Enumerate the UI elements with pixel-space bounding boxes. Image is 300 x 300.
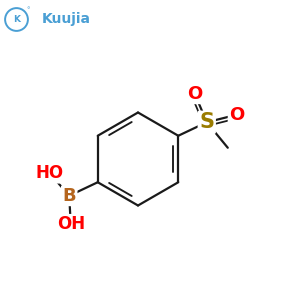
- Text: B: B: [62, 187, 76, 205]
- Text: OH: OH: [57, 215, 85, 233]
- Text: O: O: [229, 106, 244, 124]
- Text: K: K: [13, 15, 20, 24]
- Text: O: O: [187, 85, 202, 103]
- Text: HO: HO: [36, 164, 64, 182]
- Text: S: S: [199, 112, 214, 132]
- Text: Kuujia: Kuujia: [42, 13, 91, 26]
- Text: °: °: [26, 7, 30, 13]
